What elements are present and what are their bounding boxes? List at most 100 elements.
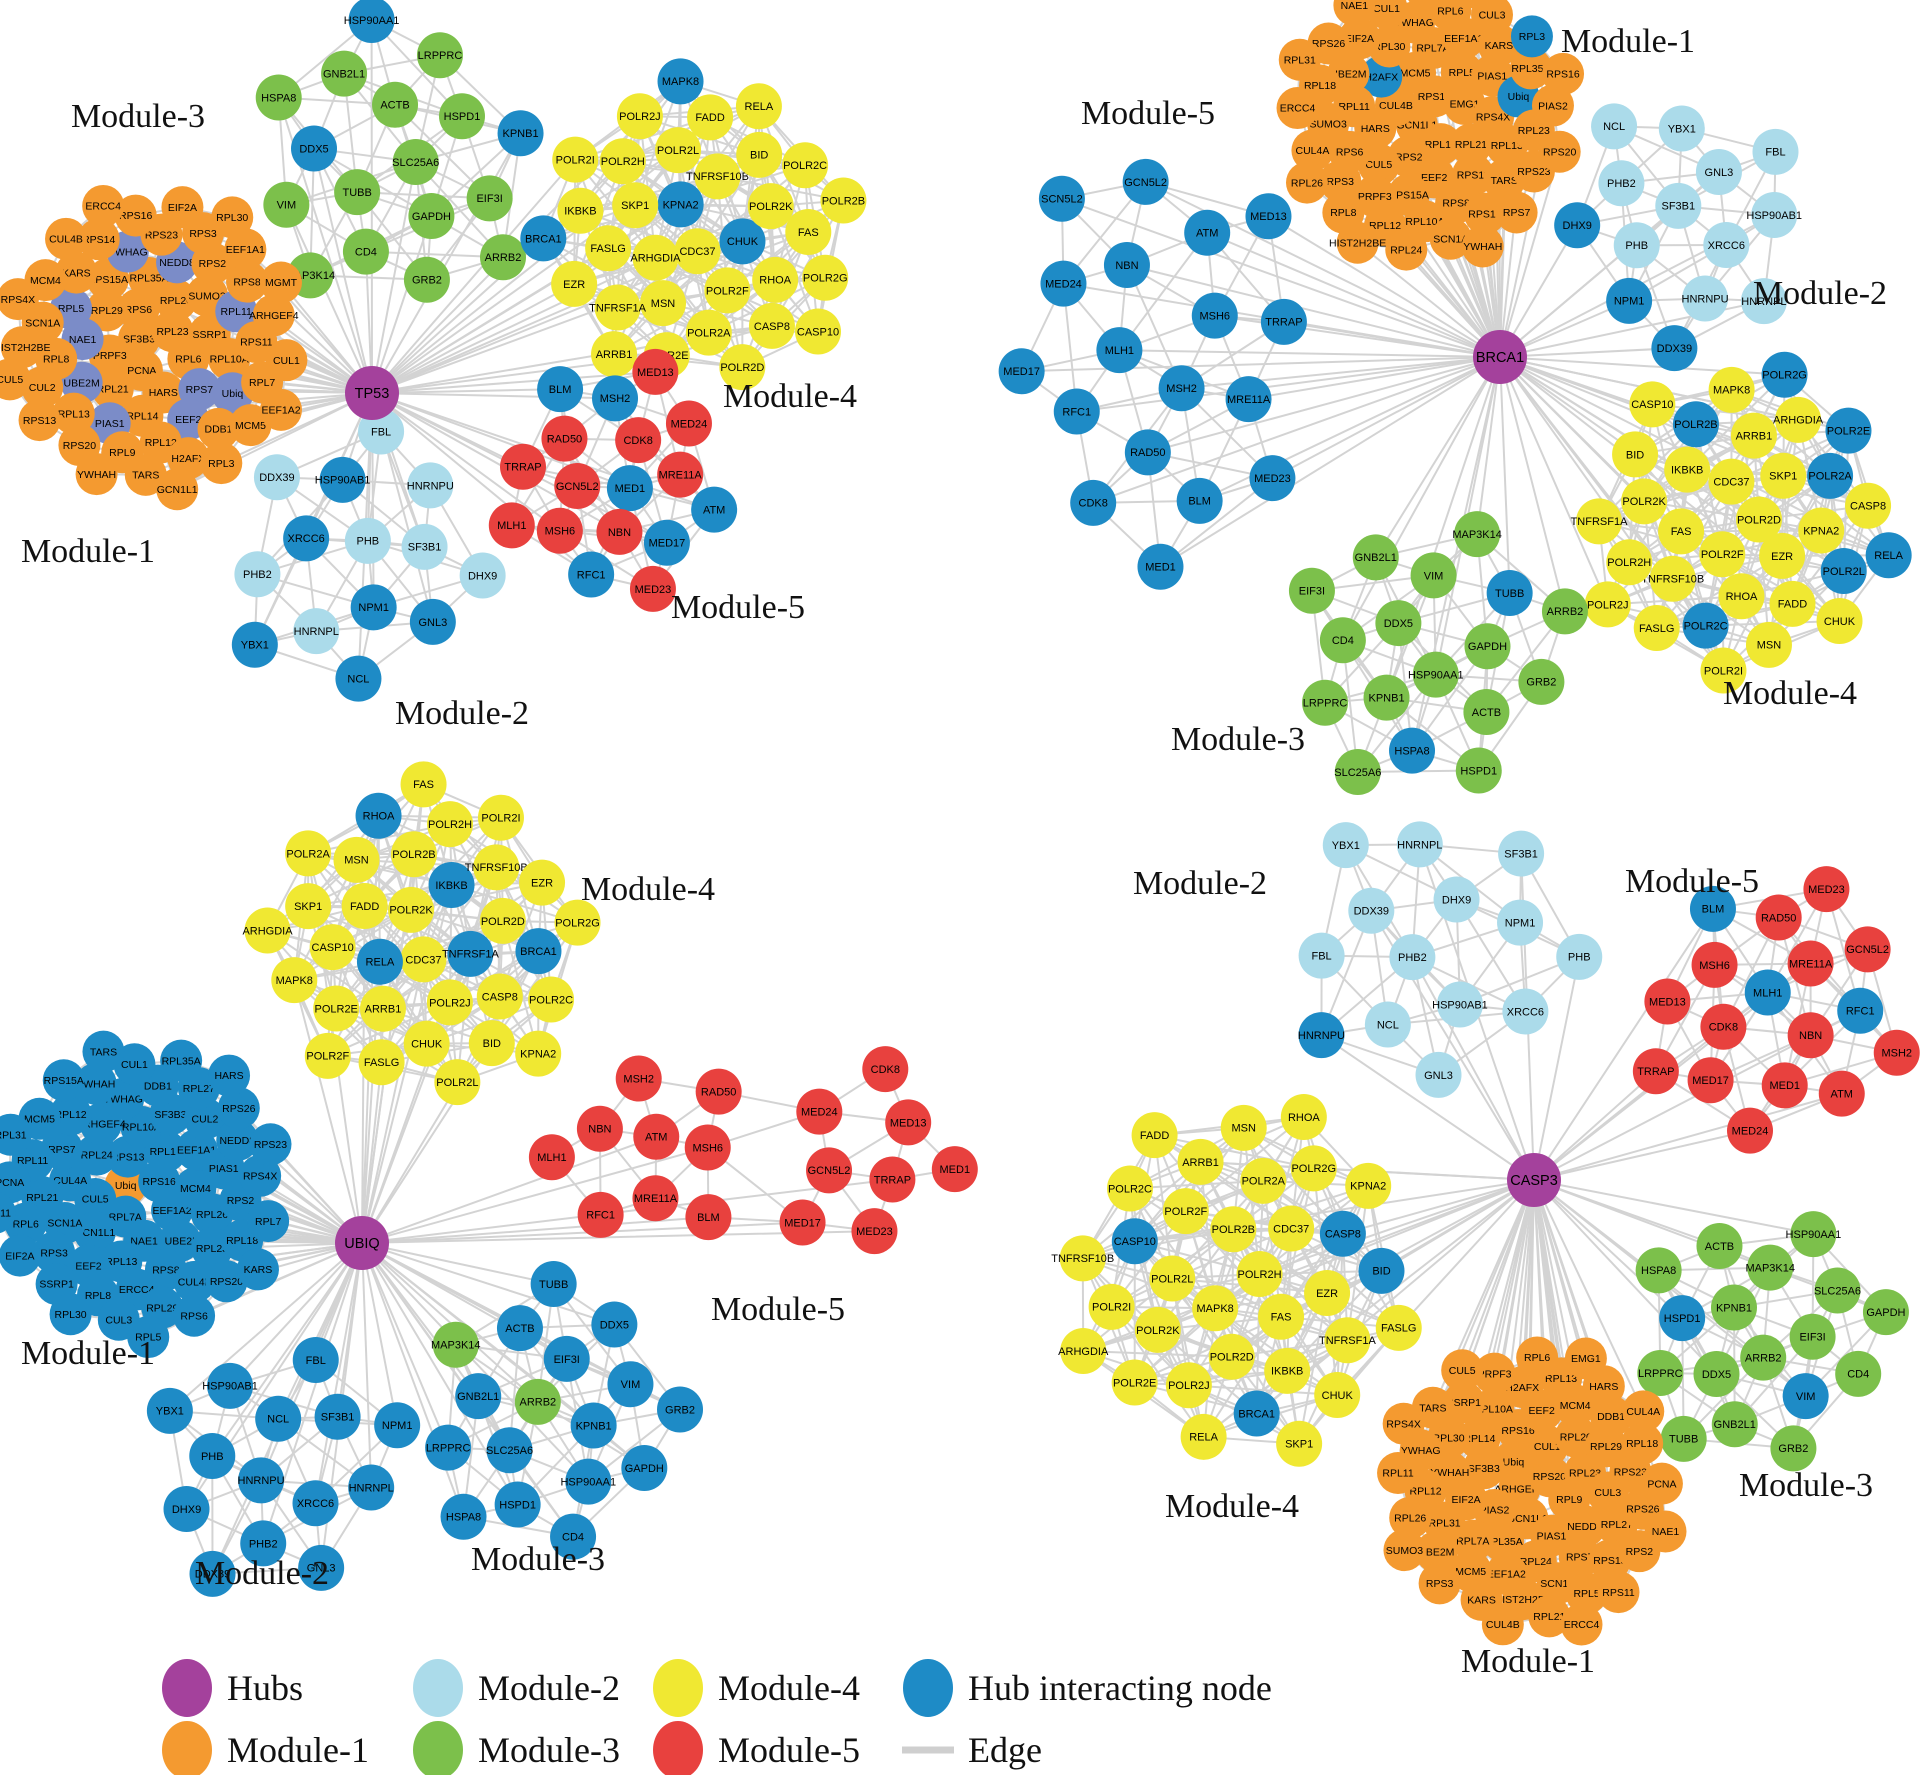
node-HIST2H2BE: HIST2H2BE (1329, 221, 1386, 264)
node-label: MAPK8 (662, 76, 699, 88)
node-label: KPNB1 (576, 1420, 612, 1432)
node-label: HARS (1589, 1381, 1618, 1393)
node-HNRNPU: HNRNPU (1298, 1012, 1345, 1059)
node-label: RPS23 (1614, 1467, 1647, 1479)
node-label: NEDD8 (219, 1135, 255, 1147)
legend-item-module-5: Module-5 (653, 1721, 860, 1775)
node-label: ARRB2 (1745, 1352, 1782, 1364)
module-caption: Module-3 (71, 98, 205, 135)
node-label: RPS3 (1327, 176, 1355, 188)
node-label: CUL2 (29, 382, 56, 394)
node-NBN: NBN (1787, 1012, 1834, 1059)
node-EIF2A: EIF2A (1338, 17, 1381, 60)
node-label: CASP10 (797, 326, 839, 338)
node-PHB2: PHB2 (240, 1520, 287, 1567)
node-label: RPL5 (1449, 67, 1475, 79)
node-EIF3I: EIF3I (543, 1335, 590, 1382)
node-CDK8: CDK8 (1070, 479, 1117, 526)
node-SUMO3: SUMO3 (1383, 1529, 1426, 1572)
node-label: DDX39 (259, 472, 294, 484)
node-GNB2L1: GNB2L1 (1711, 1401, 1758, 1448)
node-label: CUL4A (1296, 145, 1330, 157)
node-label: RPL26 (1394, 1512, 1426, 1524)
node-label: POLR2B (1674, 419, 1717, 431)
node-label: NEDD8 (159, 257, 195, 269)
node-GAPDH: GAPDH (1862, 1289, 1909, 1336)
node-HSPA8: HSPA8 (255, 74, 302, 121)
node-label: FADD (1140, 1130, 1169, 1142)
node-DDX5: DDX5 (291, 125, 338, 172)
node-CUL1: CUL1 (1365, 0, 1408, 30)
node-RPL35A: RPL35A (1509, 47, 1552, 90)
node-label: ARRB2 (485, 252, 522, 264)
node-label: HSPA8 (446, 1512, 481, 1524)
node-label: RPS2 (199, 258, 227, 270)
node-label: FADD (695, 112, 724, 124)
node-label: EZR (1316, 1288, 1338, 1300)
node-CUL4B: CUL4B (1481, 1603, 1524, 1646)
node-label: MAP3K14 (1745, 1262, 1795, 1274)
node-RHOA: RHOA (1718, 573, 1765, 620)
node-label: CDK8 (623, 435, 652, 447)
node-label: POLR2J (1587, 599, 1629, 611)
node-BID: BID (1358, 1247, 1405, 1294)
node-MED24: MED24 (1727, 1107, 1774, 1154)
node-MED13: MED13 (1644, 978, 1691, 1025)
node-FBL: FBL (358, 408, 405, 455)
node-POLR2C: POLR2C (1106, 1165, 1153, 1212)
node-label: SKP1 (294, 901, 322, 913)
module-caption: Module-5 (1625, 863, 1759, 900)
node-label: POLR2D (1737, 514, 1781, 526)
node-CUL5: CUL5 (1441, 1349, 1484, 1392)
node-label: IKBKB (1671, 465, 1703, 477)
node-HSPD1: HSPD1 (438, 93, 485, 140)
node-ARRB1: ARRB1 (359, 985, 406, 1032)
legend-label: Module-1 (227, 1730, 369, 1770)
node-label: VIM (1796, 1391, 1816, 1403)
node-DDX5: DDX5 (591, 1301, 638, 1348)
node-ARRB2: ARRB2 (1740, 1334, 1787, 1381)
node-label: POLR2J (619, 111, 661, 123)
node-label: RPL11 (17, 1155, 48, 1167)
node-TNFRSF10B: TNFRSF10B (1051, 1235, 1114, 1282)
node-FAS: FAS (400, 761, 447, 808)
node-label: TARS (1419, 1402, 1446, 1414)
node-label: ERCC4 (119, 1284, 155, 1296)
node-KPNA2: KPNA2 (1345, 1162, 1392, 1209)
node-label: POLR2H (601, 156, 645, 168)
node-GCN5L2: GCN5L2 (1844, 926, 1891, 973)
node-CDC37: CDC37 (674, 228, 721, 275)
node-label: RPL13 (1545, 1373, 1577, 1385)
node-label: POLR2H (1607, 557, 1651, 569)
node-label: KARS (1467, 1595, 1496, 1607)
node-MSH6: MSH6 (1191, 292, 1238, 339)
node-label: FASLG (364, 1057, 399, 1069)
node-PCNA: PCNA (0, 1161, 31, 1204)
node-label: TRRAP (874, 1174, 911, 1186)
node-label: SUMO3 (1309, 118, 1347, 130)
node-SLC25A6: SLC25A6 (1334, 749, 1381, 796)
node-FADD: FADD (341, 883, 388, 930)
node-MSN: MSN (1220, 1104, 1267, 1151)
node-label: YWHAH (76, 1079, 115, 1091)
node-label: SF3B3 (123, 333, 155, 345)
node-label: MED17 (784, 1217, 821, 1229)
node-SLC25A6: SLC25A6 (1814, 1267, 1861, 1314)
node-RPL5: RPL5 (127, 1316, 170, 1359)
node-NCL: NCL (1591, 103, 1638, 150)
node-label: RAD50 (1761, 912, 1796, 924)
node-label: FBL (1312, 951, 1332, 963)
node-ATM: ATM (1818, 1070, 1865, 1117)
node-SLC25A6: SLC25A6 (392, 139, 439, 185)
node-label: CUL1 (273, 355, 300, 367)
node-label: SSRP1 (193, 329, 228, 341)
node-label: FBL (1765, 147, 1785, 159)
node-POLR2I: POLR2I (1088, 1283, 1135, 1330)
node-POLR2F: POLR2F (1162, 1188, 1209, 1235)
node-label: CUL5 (1365, 159, 1392, 171)
node-BRCA1: BRCA1 (1233, 1390, 1280, 1437)
node-CD4: CD4 (1835, 1350, 1882, 1397)
color-swatch (413, 1659, 463, 1717)
node-label: SF3B3 (154, 1109, 186, 1121)
node-NEDD8: NEDD8 (216, 1119, 259, 1162)
